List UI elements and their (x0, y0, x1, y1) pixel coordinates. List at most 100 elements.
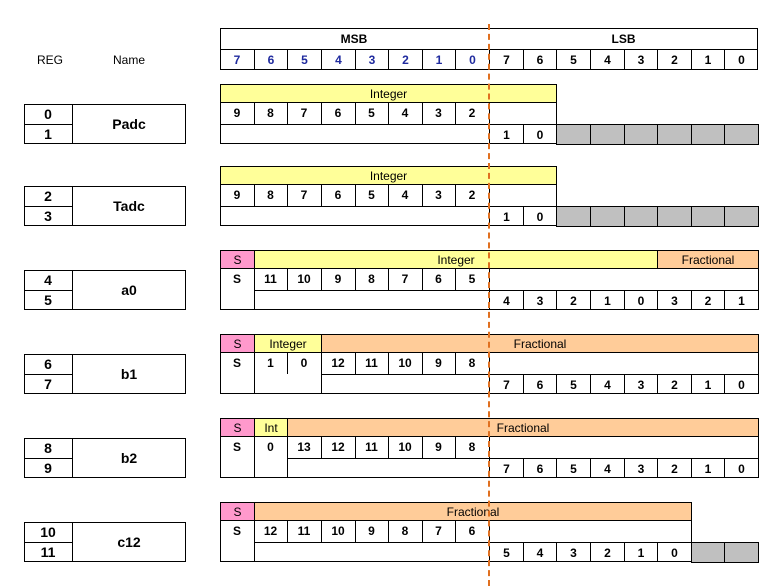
bit-cell: S (232, 524, 241, 538)
field-band-fractional: Fractional (254, 502, 692, 521)
unused-bit-cell (724, 542, 759, 563)
bit-cell: 4 (401, 188, 409, 202)
lsb-bit-7: 0 (724, 50, 758, 70)
field-divider (287, 436, 288, 478)
sign-band-cell: S (220, 250, 255, 269)
msb-bit-1: 6 (254, 50, 287, 70)
bit-divider (455, 184, 456, 206)
register-name: b1 (120, 366, 138, 382)
field-band-integer: Integer (254, 334, 322, 353)
unused-bit-cell (556, 206, 591, 227)
bit-divider (388, 268, 389, 290)
unused-bit-cell (691, 124, 725, 145)
bit-divider (455, 268, 456, 290)
bit-cell: 1 (691, 458, 724, 478)
bit-divider (321, 184, 322, 206)
bit-cell: 7 (300, 188, 308, 202)
bit-divider (287, 102, 288, 124)
register-name: Padc (112, 116, 146, 132)
field-band-fractional: Fractional (287, 418, 759, 437)
bit-cell: 5 (556, 458, 590, 478)
bit-cell: 11 (365, 356, 378, 370)
bit-divider (455, 520, 456, 542)
bit-divider (422, 268, 423, 290)
bit-cell: 11 (264, 272, 277, 286)
msb-bit-0: 7 (233, 53, 241, 67)
bit-divider (422, 352, 423, 374)
field-band-integer: Integer (254, 250, 658, 269)
reg-column-label: REG (36, 53, 63, 67)
bit-cell: 4 (590, 374, 624, 394)
unused-bit-cell (691, 206, 725, 227)
bit-cell: 0 (300, 356, 308, 370)
bit-cell: 8 (401, 524, 409, 538)
lsb-bit-0: 7 (489, 50, 523, 70)
bit-cell: 2 (556, 290, 590, 310)
register-number: 5 (44, 292, 52, 308)
bit-divider (355, 268, 356, 290)
bit-divider (355, 520, 356, 542)
lsb-bit-5: 2 (657, 50, 691, 70)
sign-divider (254, 268, 255, 310)
bit-cell: 1 (724, 290, 758, 310)
bit-cell: 9 (435, 440, 442, 454)
bit-cell: 12 (331, 356, 345, 370)
byte-boundary-line (488, 24, 490, 586)
sign-band-cell: S (220, 502, 255, 521)
sign-divider (254, 352, 255, 394)
bit-divider (321, 436, 322, 458)
bit-cell: 0 (657, 542, 691, 562)
bit-row-separator (220, 206, 489, 207)
field-band-fractional: Fractional (321, 334, 759, 353)
unused-bit-cell (691, 542, 725, 563)
register-name: b2 (120, 450, 138, 466)
register-row-divider (72, 354, 73, 394)
bit-cell: 2 (657, 374, 691, 394)
name-column-label: Name (112, 53, 145, 67)
bit-divider (455, 352, 456, 374)
register-number-divider (24, 206, 72, 207)
register-name: a0 (121, 282, 137, 298)
register-name: Tadc (113, 198, 145, 214)
bit-row-separator (287, 458, 489, 459)
register-row-divider (72, 104, 73, 144)
unused-bit-cell (590, 206, 625, 227)
unused-bit-cell (556, 124, 591, 145)
register-number: 2 (44, 188, 52, 204)
bit-cell: 1 (691, 374, 724, 394)
bit-cell: 12 (331, 440, 345, 454)
bit-cell: 3 (523, 290, 556, 310)
bit-cell: 0 (267, 440, 274, 454)
msb-bit-5: 2 (388, 50, 422, 70)
field-band-fractional: Fractional (657, 250, 759, 269)
bit-cell: 3 (435, 188, 442, 202)
bit-divider (287, 184, 288, 206)
bit-row-frame (220, 520, 692, 562)
register-row-divider (72, 438, 73, 478)
bit-cell: 0 (523, 124, 556, 144)
register-number: 4 (44, 272, 52, 288)
bit-cell: 6 (334, 106, 342, 120)
bit-cell: 11 (297, 524, 311, 538)
register-row-divider (72, 270, 73, 310)
bit-cell: 12 (263, 524, 278, 538)
bit-cell: 13 (297, 440, 311, 454)
bit-cell: 4 (489, 290, 523, 310)
bit-cell: 8 (468, 440, 476, 454)
bit-row-separator (254, 290, 489, 291)
bit-cell: 3 (556, 542, 590, 562)
sign-band-cell: S (220, 334, 255, 353)
field-band-integer: Integer (220, 166, 557, 185)
bit-cell: 2 (590, 542, 624, 562)
bit-cell: 4 (590, 458, 624, 478)
register-row-divider (72, 186, 73, 226)
bit-cell: 5 (556, 374, 590, 394)
bit-divider (287, 268, 288, 290)
bit-cell: 3 (657, 290, 691, 310)
register-number-divider (24, 290, 72, 291)
bit-cell: 0 (624, 290, 657, 310)
msb-bit-6: 1 (422, 50, 455, 70)
bit-row-separator (254, 542, 489, 543)
bit-cell: 10 (398, 440, 412, 454)
bit-divider (321, 268, 322, 290)
